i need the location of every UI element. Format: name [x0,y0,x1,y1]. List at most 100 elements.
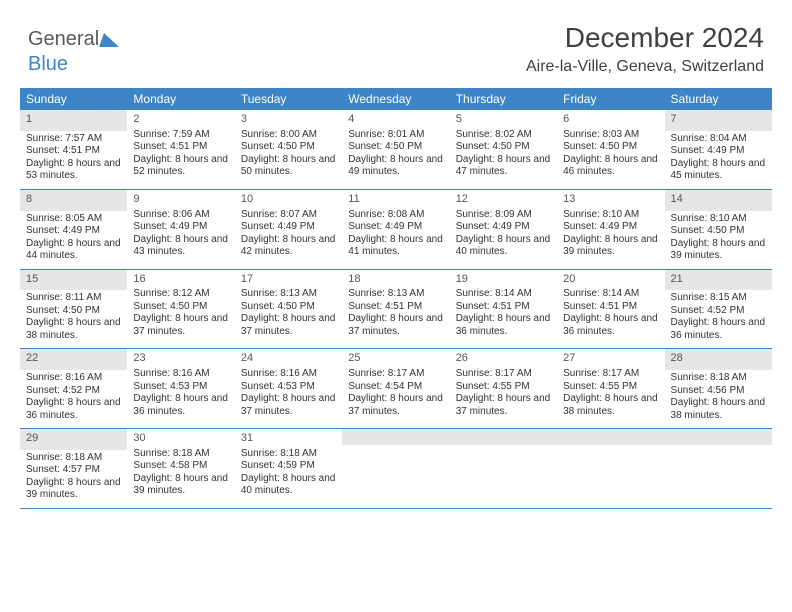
daylight-text: Daylight: 8 hours and 38 minutes. [26,317,121,342]
day-number: 9 [133,193,228,207]
day-cell: 29Sunrise: 8:18 AMSunset: 4:57 PMDayligh… [20,429,127,508]
sunset-text: Sunset: 4:51 PM [563,301,658,314]
day-cell: 25Sunrise: 8:17 AMSunset: 4:54 PMDayligh… [342,349,449,428]
day-cell: 1Sunrise: 7:57 AMSunset: 4:51 PMDaylight… [20,110,127,189]
day-number: 28 [671,352,766,366]
daylight-text: Daylight: 8 hours and 41 minutes. [348,234,443,259]
day-cell: 23Sunrise: 8:16 AMSunset: 4:53 PMDayligh… [127,349,234,428]
day-header: Wednesday [342,88,449,110]
daylight-text: Daylight: 8 hours and 39 minutes. [563,234,658,259]
day-header-row: Sunday Monday Tuesday Wednesday Thursday… [20,88,772,110]
day-cell: 28Sunrise: 8:18 AMSunset: 4:56 PMDayligh… [665,349,772,428]
day-number: 23 [133,352,228,366]
day-cell [342,429,449,508]
day-number: 20 [563,273,658,287]
week-row: 15Sunrise: 8:11 AMSunset: 4:50 PMDayligh… [20,270,772,350]
daylight-text: Daylight: 8 hours and 46 minutes. [563,154,658,179]
sunrise-text: Sunrise: 8:02 AM [456,129,551,142]
calendar: Sunday Monday Tuesday Wednesday Thursday… [20,88,772,509]
daylight-text: Daylight: 8 hours and 37 minutes. [348,313,443,338]
day-cell: 17Sunrise: 8:13 AMSunset: 4:50 PMDayligh… [235,270,342,349]
sunset-text: Sunset: 4:49 PM [241,221,336,234]
day-cell: 20Sunrise: 8:14 AMSunset: 4:51 PMDayligh… [557,270,664,349]
sunrise-text: Sunrise: 8:16 AM [241,368,336,381]
sunset-text: Sunset: 4:49 PM [133,221,228,234]
sunset-text: Sunset: 4:50 PM [671,225,766,238]
daylight-text: Daylight: 8 hours and 36 minutes. [456,313,551,338]
daylight-text: Daylight: 8 hours and 44 minutes. [26,238,121,263]
day-cell: 24Sunrise: 8:16 AMSunset: 4:53 PMDayligh… [235,349,342,428]
day-cell [450,429,557,508]
day-number: 24 [241,352,336,366]
daylight-text: Daylight: 8 hours and 38 minutes. [671,397,766,422]
logo: General Blue [28,28,119,76]
daylight-text: Daylight: 8 hours and 50 minutes. [241,154,336,179]
day-number: 7 [671,113,766,127]
day-number: 14 [671,193,766,207]
sunset-text: Sunset: 4:50 PM [26,305,121,318]
sunrise-text: Sunrise: 8:16 AM [26,372,121,385]
sunset-text: Sunset: 4:50 PM [456,141,551,154]
day-cell: 5Sunrise: 8:02 AMSunset: 4:50 PMDaylight… [450,110,557,189]
sunrise-text: Sunrise: 8:10 AM [671,213,766,226]
sunset-text: Sunset: 4:53 PM [133,381,228,394]
day-header: Friday [557,88,664,110]
sunrise-text: Sunrise: 8:09 AM [456,209,551,222]
sunrise-text: Sunrise: 8:13 AM [241,288,336,301]
sunset-text: Sunset: 4:51 PM [133,141,228,154]
sunrise-text: Sunrise: 7:57 AM [26,133,121,146]
day-cell: 6Sunrise: 8:03 AMSunset: 4:50 PMDaylight… [557,110,664,189]
week-row: 1Sunrise: 7:57 AMSunset: 4:51 PMDaylight… [20,110,772,190]
daylight-text: Daylight: 8 hours and 36 minutes. [671,317,766,342]
day-cell [665,429,772,508]
logo-triangle-icon [99,30,119,53]
day-cell: 31Sunrise: 8:18 AMSunset: 4:59 PMDayligh… [235,429,342,508]
week-row: 8Sunrise: 8:05 AMSunset: 4:49 PMDaylight… [20,190,772,270]
day-cell: 7Sunrise: 8:04 AMSunset: 4:49 PMDaylight… [665,110,772,189]
sunrise-text: Sunrise: 8:03 AM [563,129,658,142]
sunrise-text: Sunrise: 8:17 AM [563,368,658,381]
logo-word-1: General [28,28,99,50]
day-header: Saturday [665,88,772,110]
sunset-text: Sunset: 4:55 PM [456,381,551,394]
sunrise-text: Sunrise: 7:59 AM [133,129,228,142]
day-header: Tuesday [235,88,342,110]
day-number: 12 [456,193,551,207]
daylight-text: Daylight: 8 hours and 39 minutes. [26,477,121,502]
day-cell: 9Sunrise: 8:06 AMSunset: 4:49 PMDaylight… [127,190,234,269]
day-cell: 2Sunrise: 7:59 AMSunset: 4:51 PMDaylight… [127,110,234,189]
day-cell: 12Sunrise: 8:09 AMSunset: 4:49 PMDayligh… [450,190,557,269]
sunset-text: Sunset: 4:50 PM [133,301,228,314]
sunset-text: Sunset: 4:50 PM [241,301,336,314]
sunset-text: Sunset: 4:52 PM [26,385,121,398]
daylight-text: Daylight: 8 hours and 37 minutes. [241,393,336,418]
day-number: 22 [26,352,121,366]
sunset-text: Sunset: 4:55 PM [563,381,658,394]
daylight-text: Daylight: 8 hours and 37 minutes. [348,393,443,418]
day-cell: 26Sunrise: 8:17 AMSunset: 4:55 PMDayligh… [450,349,557,428]
daylight-text: Daylight: 8 hours and 36 minutes. [26,397,121,422]
daylight-text: Daylight: 8 hours and 47 minutes. [456,154,551,179]
day-number: 11 [348,193,443,207]
day-cell: 13Sunrise: 8:10 AMSunset: 4:49 PMDayligh… [557,190,664,269]
sunset-text: Sunset: 4:50 PM [241,141,336,154]
sunrise-text: Sunrise: 8:15 AM [671,292,766,305]
sunrise-text: Sunrise: 8:01 AM [348,129,443,142]
day-cell: 30Sunrise: 8:18 AMSunset: 4:58 PMDayligh… [127,429,234,508]
day-number: 30 [133,432,228,446]
sunrise-text: Sunrise: 8:08 AM [348,209,443,222]
day-number: 29 [26,432,121,446]
day-number: 8 [26,193,121,207]
sunset-text: Sunset: 4:57 PM [26,464,121,477]
day-number: 25 [348,352,443,366]
sunrise-text: Sunrise: 8:07 AM [241,209,336,222]
sunrise-text: Sunrise: 8:10 AM [563,209,658,222]
logo-word-2: Blue [28,53,68,75]
sunrise-text: Sunrise: 8:06 AM [133,209,228,222]
sunset-text: Sunset: 4:49 PM [563,221,658,234]
day-number: 15 [26,273,121,287]
day-cell: 3Sunrise: 8:00 AMSunset: 4:50 PMDaylight… [235,110,342,189]
sunrise-text: Sunrise: 8:17 AM [348,368,443,381]
sunrise-text: Sunrise: 8:17 AM [456,368,551,381]
sunrise-text: Sunrise: 8:18 AM [133,448,228,461]
